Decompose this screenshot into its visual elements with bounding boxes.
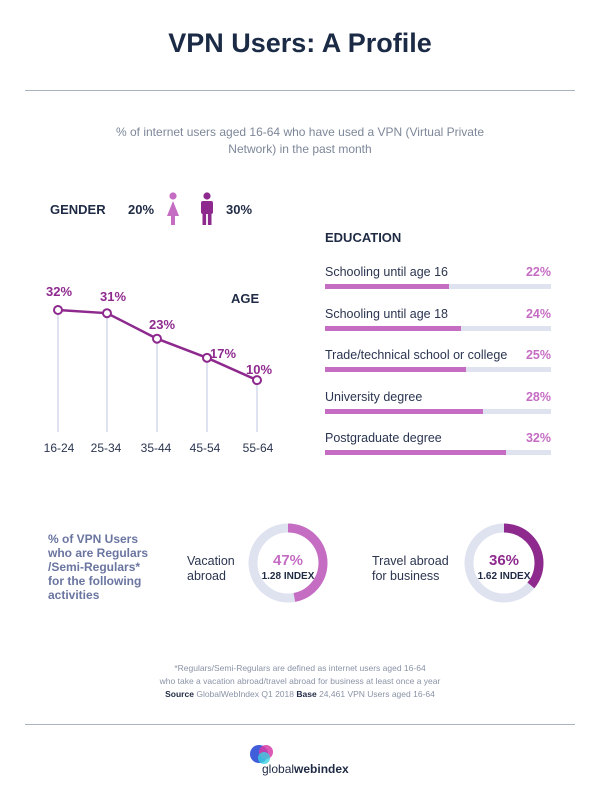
education-row: Trade/technical school or college 25%	[325, 348, 551, 388]
education-bar-track	[325, 284, 551, 289]
age-tick-label: 55-64	[242, 441, 274, 455]
education-bar	[325, 367, 467, 372]
education-category-label: University degree	[325, 390, 423, 404]
age-data-label: 31%	[99, 289, 127, 304]
education-row: Schooling until age 18 24%	[325, 307, 551, 347]
age-tick-label: 25-34	[90, 441, 122, 455]
vacation-donut-center: 47% 1.28 INDEX	[248, 552, 328, 582]
education-row: Postgraduate degree 32%	[325, 431, 551, 471]
subtitle: % of internet users aged 16-64 who have …	[116, 125, 484, 156]
vacation-label-line: abroad	[187, 569, 226, 583]
footnote: *Regulars/Semi-Regulars are defined as i…	[60, 662, 540, 701]
age-data-label: 32%	[45, 284, 73, 299]
age-data-point	[252, 375, 262, 386]
education-category-label: Schooling until age 18	[325, 307, 449, 321]
business-donut-center: 36% 1.62 INDEX	[464, 552, 544, 582]
vacation-donut-arc	[248, 523, 328, 603]
activities-label-line: activities	[48, 588, 100, 602]
education-bar-track	[325, 326, 551, 331]
education-bar	[325, 326, 461, 331]
education-row: Schooling until age 16 22%	[325, 265, 551, 305]
bottom-divider	[25, 724, 575, 725]
base-value: 24,461 VPN Users aged 16-64	[319, 689, 435, 699]
education-value-label: 32%	[525, 431, 551, 445]
logo-text-regular: global	[262, 762, 295, 776]
base-label: Base	[296, 689, 317, 699]
logo-text: globalwebindex	[262, 762, 349, 776]
globalwebindex-logo-icon	[250, 745, 273, 764]
business-donut	[464, 523, 544, 603]
female-icon	[167, 192, 179, 225]
vacation-donut	[248, 523, 328, 603]
activities-label-line: for the following	[48, 574, 142, 588]
age-data-label: 17%	[209, 346, 237, 361]
education-bar	[325, 409, 484, 414]
vacation-donut-index: 1.28 INDEX	[261, 571, 315, 582]
education-value-label: 22%	[525, 265, 551, 279]
education-bar-track	[325, 367, 551, 372]
age-data-point	[102, 308, 112, 319]
activities-label-line: /Semi-Regulars*	[48, 560, 141, 574]
education-bar	[325, 450, 506, 455]
education-value-label: 28%	[525, 390, 551, 404]
education-value-label: 24%	[525, 307, 551, 321]
activities-label-line: who are Regulars	[48, 546, 149, 560]
business-label: Travel abroad for business	[372, 554, 449, 584]
footnote-line-2: who take a vacation abroad/travel abroad…	[159, 676, 441, 686]
age-tick-label: 45-54	[189, 441, 221, 455]
education-row: University degree 28%	[325, 390, 551, 430]
gender-label: GENDER	[50, 202, 106, 217]
education-category-label: Trade/technical school or college	[325, 348, 508, 362]
business-label-line: for business	[372, 569, 440, 583]
education-value-label: 25%	[525, 348, 551, 362]
business-donut-value: 36%	[488, 552, 520, 569]
logo-text-bold: webindex	[294, 762, 349, 776]
age-tick-label: 16-24	[43, 441, 75, 455]
education-bar-track	[325, 450, 551, 455]
education-category-label: Schooling until age 16	[325, 265, 449, 279]
age-data-point	[53, 305, 63, 315]
age-data-label: 23%	[148, 317, 176, 332]
male-icon	[201, 192, 213, 225]
age-chart-title: AGE	[231, 291, 260, 306]
top-divider	[25, 90, 575, 91]
source-label: Source	[165, 689, 194, 699]
footnote-line-1: *Regulars/Semi-Regulars are defined as i…	[174, 663, 426, 673]
education-title: EDUCATION	[325, 230, 402, 245]
gender-male-value: 30%	[226, 202, 253, 217]
education-bar	[325, 284, 450, 289]
vacation-label: Vacation abroad	[187, 554, 235, 584]
activities-label-line: % of VPN Users	[48, 532, 139, 546]
business-label-line: Travel abroad	[372, 554, 449, 568]
business-donut-arc	[464, 523, 544, 603]
vacation-label-line: Vacation	[187, 554, 235, 568]
business-donut-index: 1.62 INDEX	[477, 571, 531, 582]
age-tick-label: 35-44	[140, 441, 172, 455]
age-data-label: 10%	[245, 362, 273, 377]
activities-label: % of VPN Users who are Regulars /Semi-Re…	[48, 532, 168, 602]
education-bar-track	[325, 409, 551, 414]
vacation-donut-value: 47%	[272, 552, 304, 569]
age-data-point	[152, 333, 162, 344]
page-title: VPN Users: A Profile	[168, 28, 432, 58]
education-category-label: Postgraduate degree	[325, 431, 442, 445]
gender-female-value: 20%	[128, 202, 155, 217]
source-value: GlobalWebIndex Q1 2018	[196, 689, 294, 699]
